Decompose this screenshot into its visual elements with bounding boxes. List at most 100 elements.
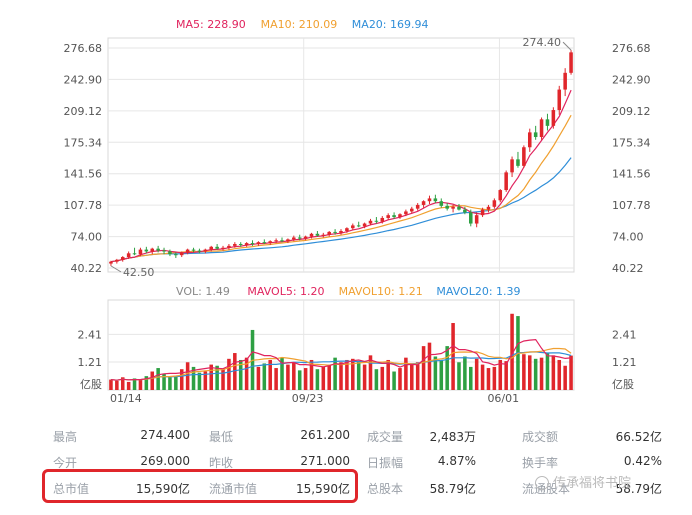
candle-body [510, 159, 514, 173]
candle-body [480, 209, 485, 216]
volume-bar [209, 364, 213, 390]
candle-body [227, 245, 231, 248]
stat-value: 58.79亿 [429, 482, 476, 496]
volume-bar [168, 377, 172, 390]
stat-label: 成交量 [367, 430, 404, 444]
volume-bar [268, 359, 272, 390]
volume-bar [321, 366, 326, 390]
candle-body [427, 198, 432, 202]
price-legend-item: MA10: 210.09 [261, 18, 338, 31]
candle-body [315, 233, 320, 236]
price-y-tick-left: 276.68 [64, 42, 103, 55]
candle-body [144, 249, 149, 252]
candle-body [197, 250, 202, 252]
candle-body [421, 201, 426, 205]
candle-body [115, 259, 119, 262]
volume-bar [303, 368, 308, 390]
volume-bar [215, 365, 219, 390]
volume-bar [280, 357, 284, 390]
volume-bar [439, 359, 444, 390]
candle-body [280, 240, 284, 242]
volume-legend-item: VOL: 1.49 [176, 285, 230, 298]
candle-body [451, 206, 455, 209]
candle-body [168, 251, 172, 255]
volume-bar [386, 359, 390, 390]
volume-bar [339, 362, 343, 390]
candle-body [156, 248, 160, 251]
volume-bar [356, 361, 361, 390]
volume-bar [463, 356, 467, 390]
candle-body [527, 132, 532, 148]
price-y-tick-left: 40.22 [71, 262, 103, 275]
volume-bar [415, 362, 420, 390]
candle-body [262, 242, 267, 244]
candle-body [233, 244, 237, 246]
candle-body [238, 244, 243, 246]
price-y-tick-left: 74.00 [71, 231, 103, 244]
candle-body [457, 206, 461, 210]
stat-label: 总市值 [53, 482, 90, 496]
stat-value: 274.400 [140, 428, 190, 442]
volume-bar [150, 371, 155, 390]
volume-bar [197, 372, 202, 390]
volume-bar [227, 358, 231, 390]
price-y-tick-right: 209.12 [612, 105, 651, 118]
watermark-text: 传承福将书院 [553, 476, 632, 491]
volume-bar [404, 357, 408, 390]
volume-bar [292, 362, 296, 390]
stat-value: 271.000 [300, 454, 350, 468]
stat-value: 15,590亿 [296, 482, 350, 496]
price-y-tick-right: 175.34 [612, 136, 651, 149]
watermark: 传承福将书院 [535, 472, 631, 491]
candle-body [516, 159, 520, 166]
volume-y-tick-right: 1.21 [612, 356, 637, 369]
candle-body [109, 261, 113, 264]
stat-value: 0.42% [623, 454, 662, 468]
x-tick: 09/23 [292, 392, 324, 405]
volume-bar [238, 359, 243, 390]
candle-body [286, 239, 290, 242]
volume-bar [492, 366, 497, 390]
volume-bar [410, 364, 414, 390]
stat-label: 换手率 [522, 456, 559, 470]
stats-table: 最高 274.400 最低 261.200 成交量 2,483万 成交额 66.52亿 今开 26… [0, 420, 692, 515]
volume-y-tick-right: 2.41 [612, 328, 637, 341]
volume-bar [126, 381, 131, 390]
candle-body [303, 236, 308, 239]
volume-legend-item: MAVOL20: 1.39 [436, 285, 520, 298]
candle-body [398, 214, 402, 218]
candle-body [215, 246, 219, 249]
price-legend-item: MA20: 169.94 [352, 18, 429, 31]
candle-body [551, 110, 556, 126]
mavol20-line [110, 351, 572, 381]
candle-body [185, 249, 190, 253]
volume-y-tick-left: 1.21 [78, 356, 103, 369]
volume-bar [144, 376, 149, 390]
volume-bar [433, 356, 438, 390]
candle-body [179, 252, 184, 256]
volume-bar [563, 365, 567, 390]
stat-label: 流通股本 [522, 482, 571, 496]
volume-bar [345, 359, 349, 390]
price-y-tick-left: 209.12 [64, 105, 103, 118]
volume-bar [557, 359, 562, 390]
stat-value: 4.87% [437, 454, 476, 468]
candle-body [498, 190, 503, 201]
volume-bar [233, 353, 237, 390]
volume-bar [392, 371, 396, 390]
volume-bar [179, 369, 184, 390]
volume-bar [132, 378, 137, 390]
candle-body [268, 241, 272, 244]
price-y-tick-right: 276.68 [612, 42, 651, 55]
volume-bar [203, 371, 208, 390]
volume-bar [451, 323, 455, 390]
stat-label: 日振幅 [367, 456, 404, 470]
price-legend-item: MA5: 228.90 [176, 18, 246, 31]
stat-value: 269.000 [140, 454, 190, 468]
price-y-tick-left: 141.56 [64, 168, 103, 181]
candle-body [297, 237, 302, 239]
candle-body [162, 250, 166, 252]
candle-body [120, 257, 125, 260]
price-y-tick-right: 141.56 [612, 168, 651, 181]
stat-label: 昨收 [209, 456, 234, 470]
